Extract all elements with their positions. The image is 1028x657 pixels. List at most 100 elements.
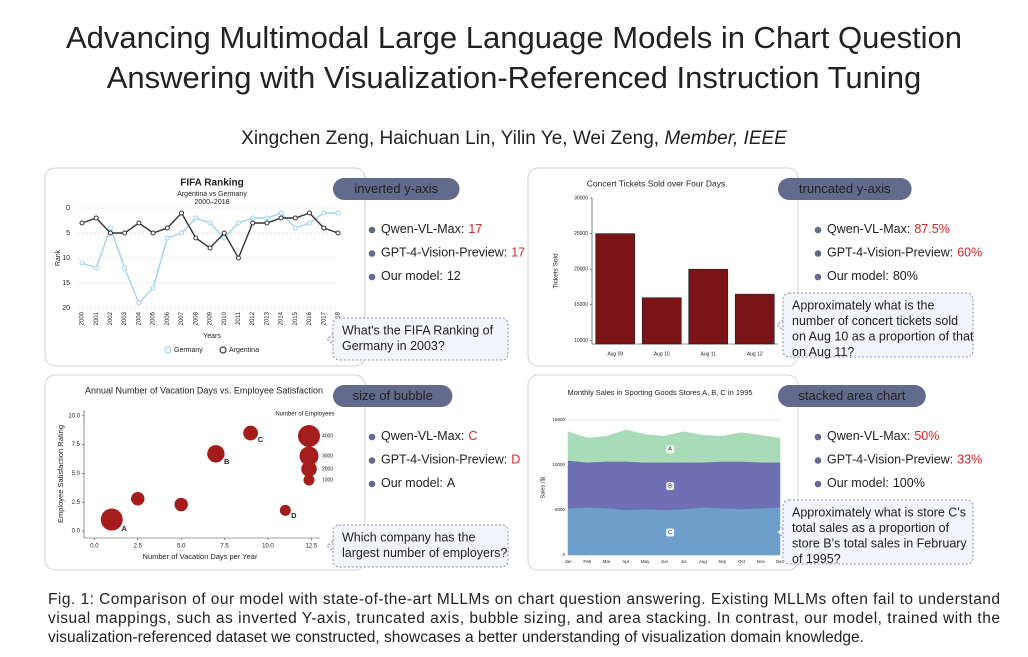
point — [150, 285, 156, 291]
tag-pill — [778, 178, 912, 200]
x-tick-label: Nov — [757, 559, 766, 564]
y-tick-label: 25000 — [574, 231, 588, 237]
y-tick-label: 0.0 — [72, 529, 81, 535]
bar — [734, 293, 775, 345]
bubble — [207, 445, 225, 463]
x-tick-label: 0.0 — [90, 544, 99, 550]
bubble — [279, 504, 291, 516]
panel-frame — [44, 374, 366, 571]
x-tick-label: 2013 — [264, 311, 270, 325]
bubble-label: A — [121, 524, 127, 533]
y-tick-label: 2.5 — [72, 500, 81, 506]
y-tick-label: 5.0 — [72, 471, 81, 477]
question-pointer — [776, 526, 784, 538]
tag-label: size of bubble — [353, 388, 433, 403]
point — [235, 220, 241, 226]
model-answer: 100% — [893, 476, 925, 490]
answer-bullet — [814, 433, 822, 441]
model-name: Qwen-VL-Max: — [827, 222, 910, 236]
author-membership: Member, IEEE — [664, 128, 787, 149]
point — [221, 230, 227, 236]
x-tick-label: Aug 09 — [607, 351, 623, 357]
tag-pill — [333, 178, 460, 200]
point — [221, 235, 227, 241]
x-tick-label: Aug 10 — [654, 351, 670, 357]
point — [179, 230, 185, 236]
answer: Our model: 12 — [381, 269, 461, 283]
x-tick-label: Aug — [699, 559, 708, 564]
tag-label: stacked area chart — [798, 388, 905, 403]
point — [250, 215, 256, 221]
tag-label: truncated y-axis — [799, 181, 891, 196]
bubble-label: B — [224, 457, 230, 466]
bar — [595, 233, 636, 345]
point — [335, 230, 341, 236]
x-tick-label: 2005 — [151, 311, 157, 325]
legend-label: Germany — [174, 347, 203, 354]
x-tick-label: 2000 — [80, 311, 86, 325]
point — [292, 215, 298, 221]
area-label-box — [666, 482, 675, 491]
point — [307, 210, 313, 216]
point — [136, 300, 142, 306]
answer-bullet — [814, 250, 822, 257]
answer-bullet — [368, 226, 376, 234]
model-answer: C — [468, 429, 477, 443]
model-answer: A — [447, 476, 456, 490]
question-line: number of concert tickets sold — [792, 314, 958, 328]
answer: GPT-4-Vision-Preview: 60% — [827, 246, 982, 260]
answer-bullet — [814, 480, 822, 488]
x-axis-label: Years — [203, 333, 221, 340]
question-line: What's the FIFA Ranking of — [342, 323, 494, 337]
x-tick-label: 2007 — [179, 311, 185, 325]
point — [321, 225, 327, 231]
answer-bullet — [368, 433, 376, 441]
question-line: on Aug 10 as a proportion of that — [792, 329, 974, 343]
answer: GPT-4-Vision-Preview: 33% — [827, 453, 982, 467]
y-tick-label: 0 — [66, 205, 70, 212]
x-tick-label: Jun — [661, 559, 669, 564]
answer-bullet — [814, 273, 822, 281]
question-box — [782, 499, 974, 565]
model-answer: 33% — [957, 453, 982, 467]
question-pointer — [776, 319, 784, 331]
point — [107, 230, 113, 236]
answer: Our model: A — [381, 476, 456, 490]
y-axis-label: Rank — [55, 249, 62, 266]
x-tick-label: 2003 — [122, 311, 128, 325]
area-series — [567, 429, 781, 463]
model-name: Qwen-VL-Max: — [381, 222, 464, 236]
area-label: A — [668, 447, 672, 453]
author-names: Xingchen Zeng, Haichuan Lin, Yilin Ye, W… — [241, 128, 659, 149]
answer: Qwen-VL-Max: 87.5% — [827, 222, 950, 236]
answer: GPT-4-Vision-Preview: 17 — [381, 246, 525, 260]
point — [122, 230, 128, 236]
x-tick-label: 10.0 — [262, 544, 274, 550]
tag-pill — [333, 385, 453, 407]
caption-line: Fig. 1: Comparison of our model with sta… — [48, 591, 1000, 608]
x-tick-label: Dec — [776, 559, 785, 564]
point — [307, 220, 313, 226]
x-tick-label: Apr — [622, 559, 630, 564]
x-tick-label: 2010 — [222, 311, 228, 325]
point — [79, 260, 85, 266]
chart-subtitle: 2000–2018 — [194, 199, 229, 206]
y-axis-label: Tickets Sold — [553, 253, 560, 289]
point — [292, 225, 298, 231]
x-tick-label: 2015 — [293, 311, 299, 325]
point — [207, 220, 213, 226]
y-tick-label: 20000 — [574, 267, 588, 273]
y-tick-label: 5000 — [555, 507, 566, 512]
answer-bullet — [368, 480, 376, 488]
chart-title: Concert Tickets Sold over Four Days — [587, 178, 725, 188]
point — [79, 220, 85, 226]
y-tick-label: 10000 — [574, 338, 588, 344]
point — [150, 230, 156, 236]
point — [278, 215, 284, 221]
x-tick-label: 2014 — [279, 311, 285, 325]
model-name: GPT-4-Vision-Preview: — [381, 246, 507, 260]
point — [193, 215, 199, 221]
model-answer: 80% — [893, 269, 918, 283]
